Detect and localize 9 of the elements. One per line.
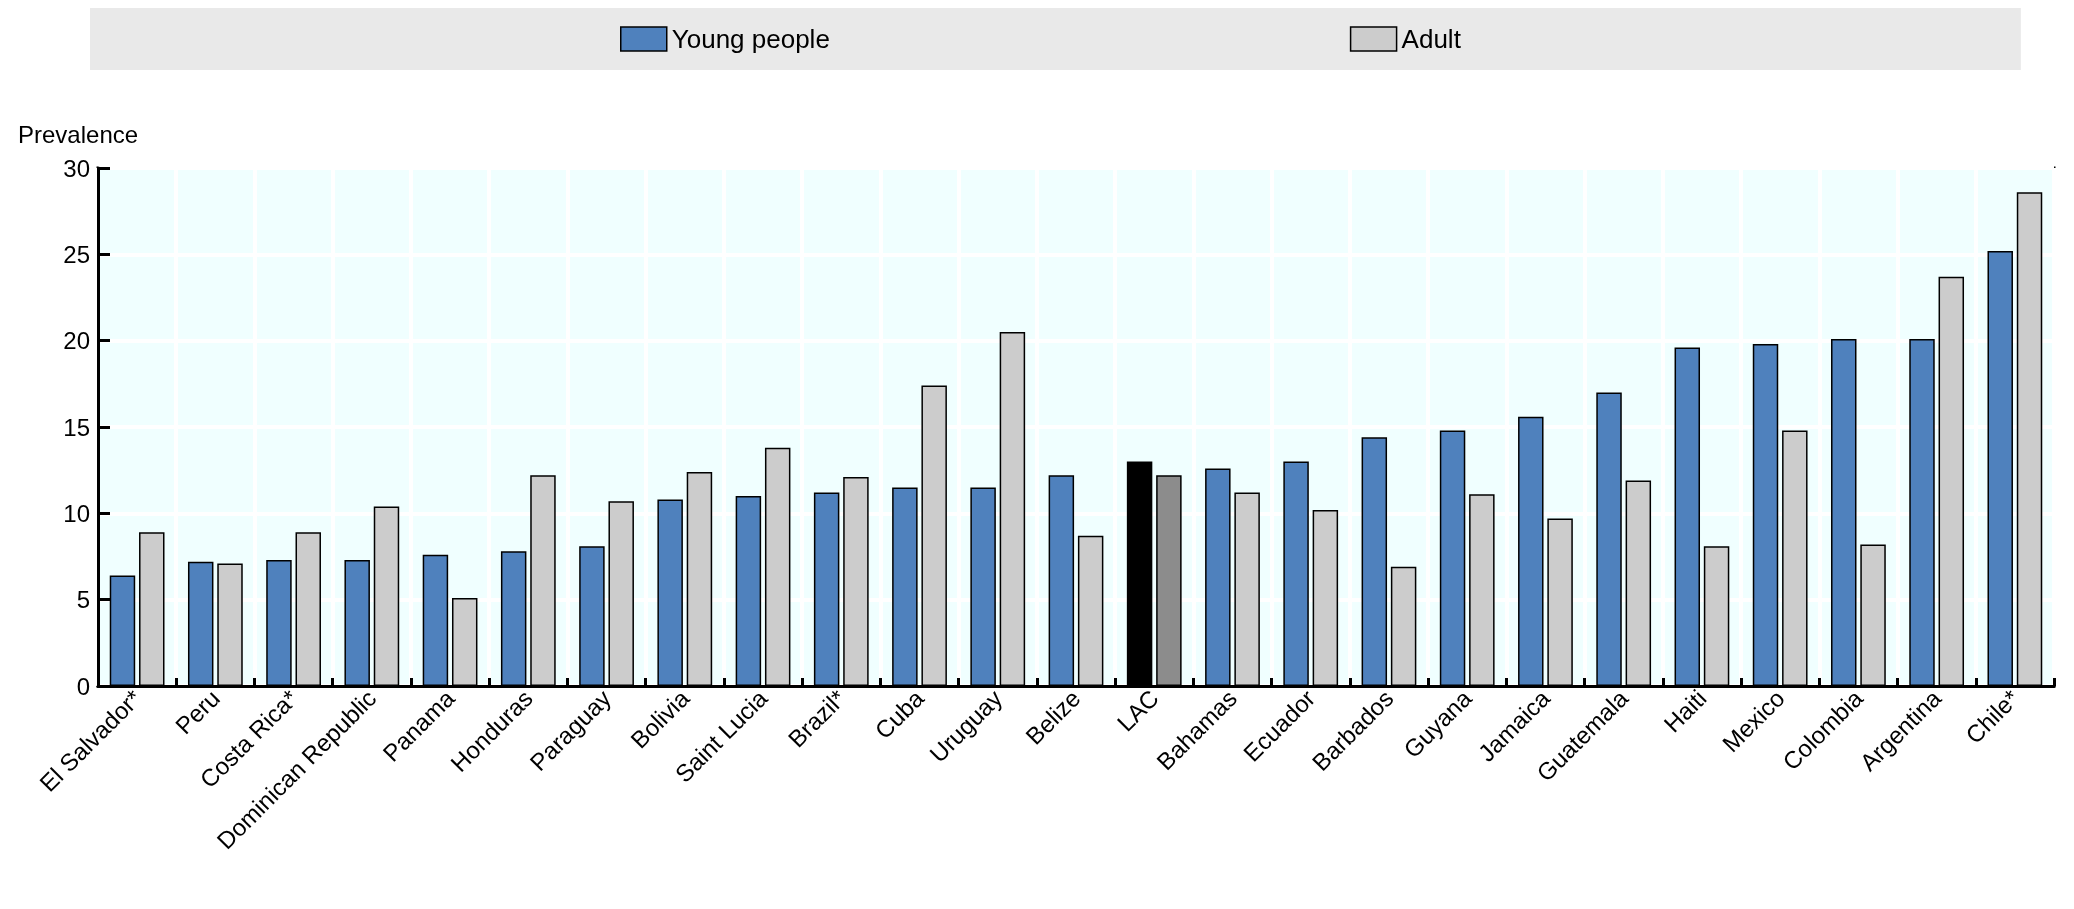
legend-label: Adult (1401, 24, 1462, 54)
legend-label: Young people (671, 24, 830, 54)
y-tick-label: 15 (63, 413, 90, 441)
y-tick-label: 20 (63, 327, 90, 355)
y-tick-label: 25 (63, 240, 90, 268)
y-tick-label: 10 (63, 499, 90, 527)
y-tick-label: 5 (76, 586, 90, 614)
y-axis-title: Prevalence (18, 120, 139, 148)
y-tick-label: 30 (63, 154, 90, 182)
